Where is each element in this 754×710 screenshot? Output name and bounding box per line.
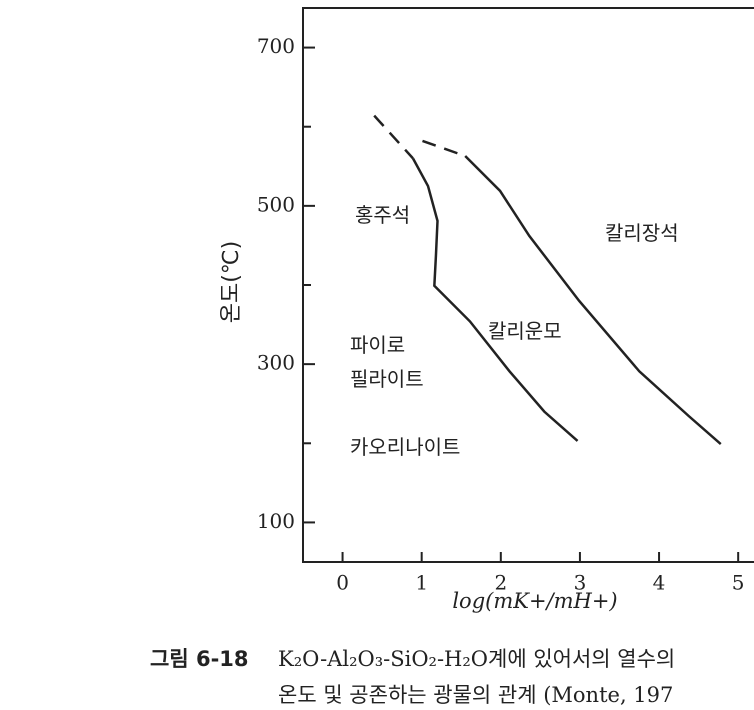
caption-line: K₂O-Al₂O₃-SiO₂-H₂O계에 있어서의 열수의	[278, 647, 675, 671]
region-label: 칼리장석	[605, 221, 679, 245]
x-tick-label: 0	[336, 571, 349, 595]
caption-label: 그림 6-18	[150, 647, 249, 671]
y-tick-label: 500	[257, 192, 295, 216]
region-label: 카오리나이트	[350, 435, 460, 459]
boundary-line	[464, 155, 722, 446]
boundary-line	[422, 139, 466, 158]
boundary-line	[373, 114, 414, 160]
caption-line: 온도 및 공존하는 광물의 관계 (Monte, 197	[278, 683, 673, 707]
x-axis-label: log(mK+/mH+)	[452, 589, 617, 613]
y-tick-label: 100	[257, 509, 295, 533]
region-label: 칼리운모	[488, 319, 562, 343]
y-tick-label: 700	[257, 34, 295, 58]
region-label: 파이로	[350, 333, 405, 357]
region-label: 필라이트	[350, 367, 424, 391]
x-tick-label: 1	[415, 571, 428, 595]
axis-frame	[302, 7, 754, 563]
y-axis-label: 온도(℃)	[219, 241, 244, 323]
boundary-line	[411, 157, 579, 442]
y-tick-label: 300	[257, 351, 295, 375]
region-label: 홍주석	[355, 203, 410, 227]
x-tick-label: 5	[732, 571, 745, 595]
x-tick-label: 4	[653, 571, 666, 595]
x-tick-label: 3	[574, 571, 587, 595]
x-tick-label: 2	[494, 571, 507, 595]
